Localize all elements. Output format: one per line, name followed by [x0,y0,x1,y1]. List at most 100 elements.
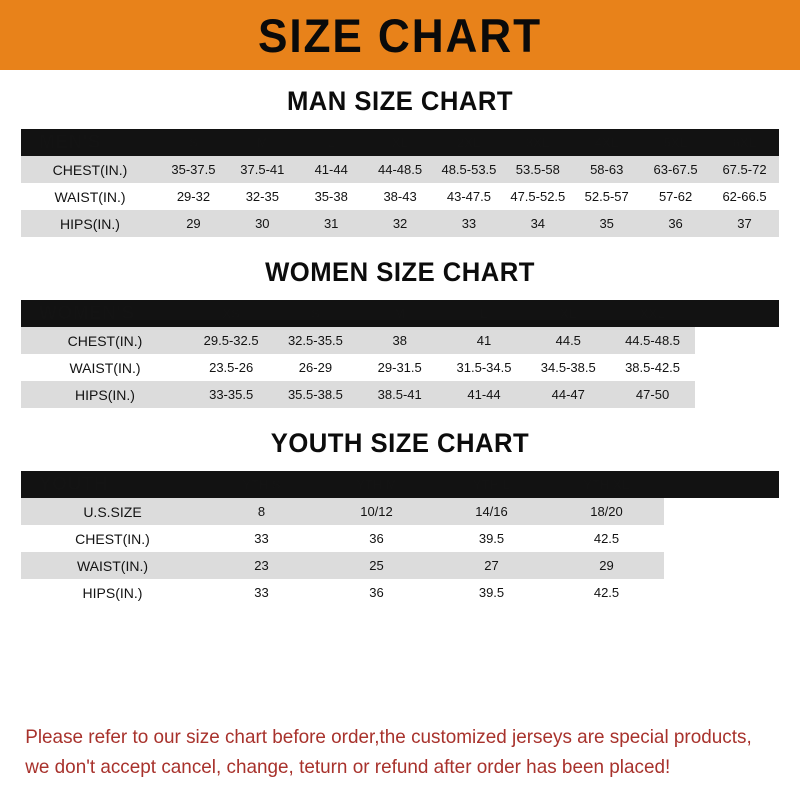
youth-header-size-m: YTH M [319,471,434,498]
youth-header-size-l: YTH L [434,471,549,498]
women-waist-m: 29-31.5 [357,354,442,381]
youth-hips-xl: 42.5 [549,579,664,606]
youth-waist-m: 25 [319,552,434,579]
men-row-label-waist: WAIST(IN.) [21,183,159,210]
women-header-size-l: L [441,300,527,327]
women-header-row: WOMEN'S XS S M L XL XXL [21,300,779,327]
men-hips-5xl: 36 [641,210,710,237]
men-waist-l: 35-38 [296,183,366,210]
men-chest-2xl: 48.5-53.5 [434,156,504,183]
table-row: CHEST(IN.) 29.5-32.5 32.5-35.5 38 41 44.… [21,327,779,354]
youth-waist-s: 23 [204,552,319,579]
men-header-size-6xl: 6XL [710,129,779,156]
women-chest-xs: 29.5-32.5 [189,327,274,354]
page-banner: SIZE CHART [0,0,800,70]
women-hips-xs: 33-35.5 [189,381,274,408]
men-hips-xl: 32 [365,210,435,237]
women-waist-l: 31.5-34.5 [441,354,527,381]
footer-disclaimer: Please refer to our size chart before or… [0,722,776,782]
women-hips-xl: 44-47 [526,381,611,408]
women-hips-s: 35.5-38.5 [273,381,358,408]
page-title: SIZE CHART [258,8,542,62]
men-chest-s: 35-37.5 [159,156,228,183]
youth-size-table: YOUTH YTH S YTH M YTH L YTH XL U.S.SIZE … [21,471,779,606]
women-size-table: WOMEN'S XS S M L XL XXL CHEST(IN.) 29.5-… [21,300,779,408]
youth-hips-spacer [664,579,779,606]
women-table-header: WOMEN'S XS S M L XL XXL [21,300,779,327]
table-row: HIPS(IN.) 33-35.5 35.5-38.5 38.5-41 41-4… [21,381,779,408]
youth-section-title: YOUTH SIZE CHART [270,428,530,458]
women-chest-l: 41 [441,327,527,354]
women-hips-xxl: 47-50 [610,381,695,408]
men-table-body: CHEST(IN.) 35-37.5 37.5-41 41-44 44-48.5… [21,156,779,237]
men-row-label-hips: HIPS(IN.) [21,210,159,237]
men-waist-2xl: 43-47.5 [434,183,504,210]
men-header-size-l: L [296,129,366,156]
women-row-label-hips: HIPS(IN.) [21,381,189,408]
men-section: MAN SIZE CHART MEN'S S M L XL 2XL 3XL 4X… [0,86,800,237]
women-hips-l: 41-44 [441,381,527,408]
youth-hips-l: 39.5 [434,579,549,606]
youth-chest-xl: 42.5 [549,525,664,552]
table-row: HIPS(IN.) 29 30 31 32 33 34 35 36 37 [21,210,779,237]
men-chest-3xl: 53.5-58 [503,156,573,183]
youth-row-label-waist: WAIST(IN.) [21,552,204,579]
women-header-size-s: S [273,300,358,327]
youth-waist-spacer [664,552,779,579]
men-chest-4xl: 58-63 [572,156,642,183]
women-section: WOMEN SIZE CHART WOMEN'S XS S M L XL XXL… [0,257,800,408]
men-hips-2xl: 33 [434,210,504,237]
table-row: WAIST(IN.) 29-32 32-35 35-38 38-43 43-47… [21,183,779,210]
men-waist-4xl: 52.5-57 [572,183,642,210]
men-chest-xl: 44-48.5 [365,156,435,183]
youth-waist-l: 27 [434,552,549,579]
youth-header-row: YOUTH YTH S YTH M YTH L YTH XL [21,471,779,498]
men-chest-m: 37.5-41 [227,156,297,183]
youth-waist-xl: 29 [549,552,664,579]
women-section-title: WOMEN SIZE CHART [265,257,535,287]
men-header-label: MEN'S [21,129,159,156]
men-waist-xl: 38-43 [365,183,435,210]
table-row: WAIST(IN.) 23 25 27 29 [21,552,779,579]
men-chest-6xl: 67.5-72 [710,156,779,183]
youth-chest-spacer [664,525,779,552]
men-hips-l: 31 [296,210,366,237]
women-chest-xl: 44.5 [526,327,611,354]
men-waist-m: 32-35 [227,183,297,210]
youth-row-label-ussize: U.S.SIZE [21,498,204,525]
women-waist-xxl: 38.5-42.5 [610,354,695,381]
footer-line-1: Please refer to our size chart before or… [25,725,752,748]
men-waist-5xl: 57-62 [641,183,710,210]
men-header-size-xl: XL [365,129,435,156]
table-row: WAIST(IN.) 23.5-26 26-29 29-31.5 31.5-34… [21,354,779,381]
men-hips-4xl: 35 [572,210,642,237]
youth-header-size-xl: YTH XL [549,471,664,498]
men-section-title: MAN SIZE CHART [286,86,514,116]
men-row-label-chest: CHEST(IN.) [21,156,159,183]
men-hips-3xl: 34 [503,210,573,237]
women-chest-xxl: 44.5-48.5 [610,327,695,354]
women-hips-spacer [695,381,779,408]
women-header-label: WOMEN'S [21,300,189,327]
youth-header-spacer [664,471,779,498]
youth-chest-s: 33 [204,525,319,552]
youth-chest-m: 36 [319,525,434,552]
women-row-label-chest: CHEST(IN.) [21,327,189,354]
women-header-size-xxl: XXL [610,300,695,327]
men-hips-6xl: 37 [710,210,779,237]
women-row-label-waist: WAIST(IN.) [21,354,189,381]
women-waist-spacer [695,354,779,381]
women-table-body: CHEST(IN.) 29.5-32.5 32.5-35.5 38 41 44.… [21,327,779,408]
table-row: HIPS(IN.) 33 36 39.5 42.5 [21,579,779,606]
youth-ussize-s: 8 [204,498,319,525]
youth-hips-s: 33 [204,579,319,606]
men-hips-m: 30 [227,210,297,237]
youth-ussize-spacer [664,498,779,525]
women-header-size-xs: XS [189,300,274,327]
women-header-size-xl: XL [526,300,611,327]
men-waist-s: 29-32 [159,183,228,210]
women-chest-s: 32.5-35.5 [273,327,358,354]
youth-ussize-xl: 18/20 [549,498,664,525]
youth-row-label-hips: HIPS(IN.) [21,579,204,606]
